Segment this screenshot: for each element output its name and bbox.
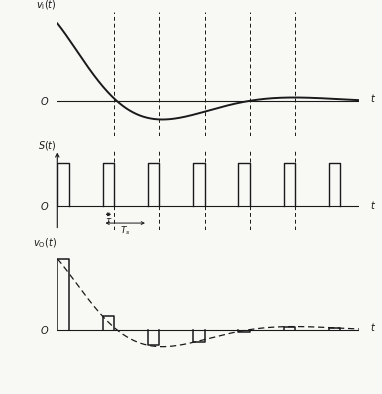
- Text: $\tau$: $\tau$: [105, 216, 112, 225]
- Text: $T_s$: $T_s$: [120, 225, 131, 237]
- Text: $O$: $O$: [40, 95, 50, 107]
- Text: $O$: $O$: [40, 324, 50, 336]
- Text: $v_{\mathrm{I}}(t)$: $v_{\mathrm{I}}(t)$: [36, 0, 57, 12]
- Text: $S(t)$: $S(t)$: [38, 139, 57, 152]
- Text: $v_{\mathrm{O}}(t)$: $v_{\mathrm{O}}(t)$: [33, 237, 57, 250]
- Text: $t$: $t$: [370, 199, 376, 211]
- Text: $t$: $t$: [370, 92, 376, 104]
- Text: $O$: $O$: [40, 201, 50, 212]
- Text: $t$: $t$: [370, 321, 376, 333]
